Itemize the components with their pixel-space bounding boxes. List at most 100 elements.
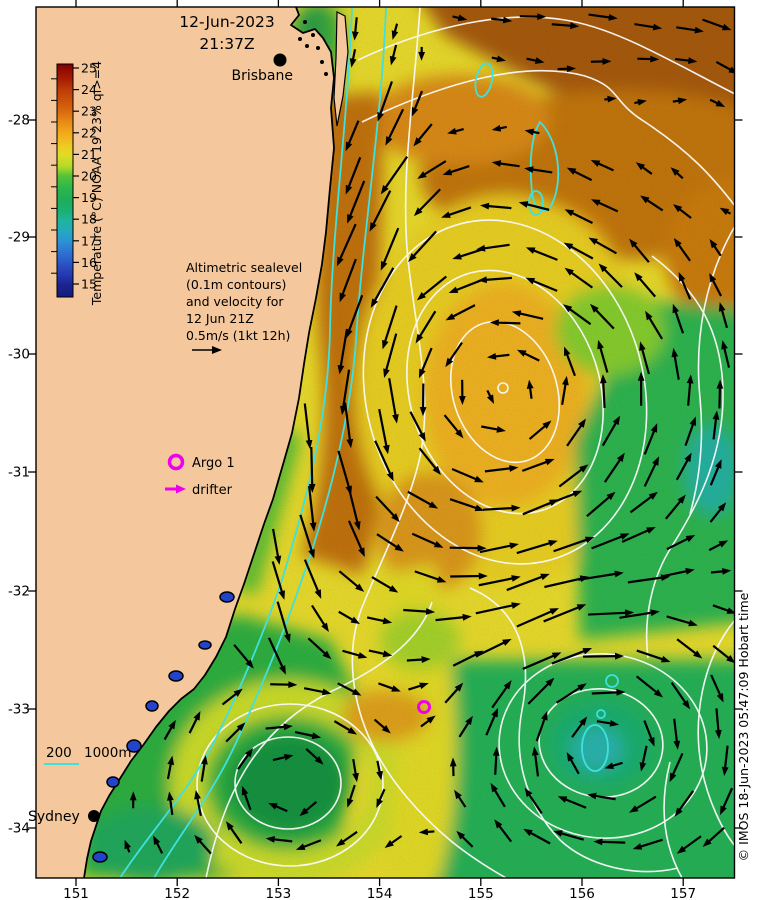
land-mass	[36, 7, 334, 878]
velocity-arrowhead	[350, 616, 360, 625]
velocity-arrow	[709, 464, 721, 486]
velocity-arrow	[228, 825, 243, 844]
velocity-arrow	[338, 610, 356, 622]
velocity-arrowhead	[486, 394, 495, 404]
velocity-arrowhead	[525, 247, 536, 254]
velocity-arrow	[497, 162, 520, 168]
velocity-arrow	[443, 414, 461, 435]
velocity-arrow	[303, 559, 320, 594]
annotation-line: 0.5m/s (1kt 12h)	[186, 328, 290, 343]
velocity-arrowhead	[650, 423, 658, 433]
velocity-arrowhead	[524, 787, 533, 798]
velocity-arrowhead	[355, 583, 365, 592]
velocity-arrowhead	[391, 30, 399, 40]
moreton-island	[333, 11, 349, 127]
velocity-arrow	[718, 385, 722, 409]
velocity-arrow	[237, 752, 251, 770]
velocity-arrow	[446, 206, 472, 217]
velocity-arrowhead	[619, 533, 630, 540]
velocity-arrowhead	[491, 124, 502, 132]
velocity-arrow	[221, 691, 239, 706]
lon-tick-label: 154	[367, 886, 393, 900]
velocity-arrowhead	[394, 543, 404, 552]
velocity-arrowhead	[673, 740, 681, 750]
velocity-arrowhead	[715, 100, 726, 107]
velocity-arrowhead	[370, 298, 379, 308]
velocity-arrow	[583, 655, 619, 658]
velocity-arrow	[384, 333, 398, 373]
copyright-label: © IMOS 18-Jun-2023 05:47:09 Hobart time	[736, 592, 751, 861]
velocity-arrowhead	[677, 494, 686, 504]
velocity-arrowhead	[537, 13, 547, 21]
velocity-arrowhead	[511, 504, 521, 512]
velocity-arrowhead	[640, 195, 650, 204]
velocity-arrowhead	[479, 202, 490, 210]
velocity-arrowhead	[233, 688, 243, 697]
velocity-arrow	[409, 411, 424, 437]
velocity-arrowhead	[570, 22, 580, 30]
velocity-arrowhead	[652, 23, 663, 31]
velocity-arrowhead	[194, 790, 201, 800]
velocity-arrowhead	[718, 540, 729, 548]
velocity-arrowhead	[308, 549, 315, 559]
velocity-arrowhead	[648, 491, 658, 500]
velocity-arrowhead	[524, 166, 534, 173]
velocity-arrowhead	[486, 352, 497, 360]
velocity-arrow	[709, 506, 724, 523]
velocity-arrow	[333, 720, 353, 733]
velocity-arrow	[416, 123, 433, 143]
lat-tick-label: -33	[8, 702, 30, 718]
velocity-arrow	[374, 440, 393, 477]
velocity-arrowhead	[322, 650, 332, 660]
velocity-arrowhead	[418, 432, 426, 442]
colorbar-tick-label: 23	[81, 104, 97, 119]
velocity-arrow	[551, 23, 574, 28]
velocity-arrowhead	[534, 57, 545, 64]
velocity-arrow	[458, 720, 471, 738]
velocity-arrow	[641, 745, 648, 766]
velocity-arrowhead	[353, 521, 361, 531]
velocity-arrowhead	[445, 313, 456, 321]
velocity-arrow	[553, 537, 590, 553]
velocity-arrow	[346, 156, 362, 190]
velocity-arrow	[710, 674, 723, 698]
velocity-arrowhead	[674, 807, 683, 817]
velocity-arrowhead	[279, 665, 286, 675]
velocity-arrowhead	[612, 415, 621, 426]
velocity-arrowhead	[609, 719, 620, 727]
velocity-arrowhead	[632, 843, 643, 850]
velocity-arrowhead	[384, 840, 394, 849]
velocity-arrow	[342, 649, 362, 658]
velocity-arrow	[378, 81, 393, 117]
velocity-arrowhead	[518, 201, 529, 208]
velocity-arrowhead	[597, 339, 604, 350]
velocity-arrow	[593, 307, 615, 330]
argo-map-marker	[417, 700, 431, 714]
velocity-arrow	[578, 572, 619, 581]
velocity-arrowhead	[201, 755, 208, 765]
velocity-arrow	[265, 725, 287, 730]
velocity-arrow	[339, 328, 349, 369]
velocity-arrowhead	[433, 540, 444, 548]
velocity-arrowhead	[549, 608, 560, 615]
velocity-arrowhead	[728, 66, 735, 74]
velocity-arrow	[484, 467, 513, 473]
velocity-arrowhead	[358, 547, 365, 557]
velocity-arrow	[598, 345, 609, 373]
colorbar: 25 24 23 22 21 20 19 18 17 16 15 Temperature (°C) …	[51, 61, 104, 306]
velocity-arrowhead	[416, 292, 426, 301]
velocity-arrowhead	[645, 310, 653, 321]
velocity-arrowhead	[511, 602, 521, 609]
lon-tick-label: 156	[569, 886, 595, 900]
argo-legend-label: Argo 1	[192, 456, 235, 471]
velocity-arrowhead	[502, 638, 512, 646]
velocity-arrow	[592, 794, 616, 801]
velocity-arrow	[338, 570, 361, 589]
velocity-arrow	[702, 18, 727, 30]
velocity-arrowhead	[408, 253, 417, 263]
velocity-arrow	[558, 467, 585, 488]
velocity-arrow	[337, 450, 351, 490]
velocity-arrowhead	[337, 364, 345, 375]
velocity-arrow	[388, 378, 398, 418]
velocity-arrow	[449, 498, 479, 510]
